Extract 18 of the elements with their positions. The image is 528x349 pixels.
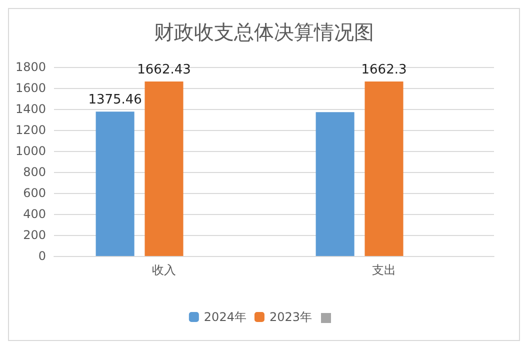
data-label: 1662.3 <box>361 62 407 78</box>
y-tick-label: 1600 <box>15 81 46 95</box>
y-tick-label: 1000 <box>15 144 46 158</box>
y-tick-label: 1200 <box>15 123 46 137</box>
y-tick-label: 400 <box>23 207 46 221</box>
legend-label: 2023年 <box>269 310 312 324</box>
y-tick-label: 800 <box>23 165 46 179</box>
y-tick-label: 1400 <box>15 102 46 116</box>
data-label: 1375.46 <box>88 92 142 108</box>
y-tick-label: 600 <box>23 186 46 200</box>
legend-label: 2024年 <box>204 310 246 324</box>
y-tick-label: 1800 <box>15 60 46 74</box>
x-tick-label: 支出 <box>372 263 396 277</box>
y-tick-label: 0 <box>38 249 46 263</box>
chart-title: 财政收支总体决算情况图 <box>154 20 374 44</box>
data-label: 1662.43 <box>137 62 191 78</box>
x-tick-label: 收入 <box>152 263 176 277</box>
y-tick-label: 200 <box>23 228 46 242</box>
